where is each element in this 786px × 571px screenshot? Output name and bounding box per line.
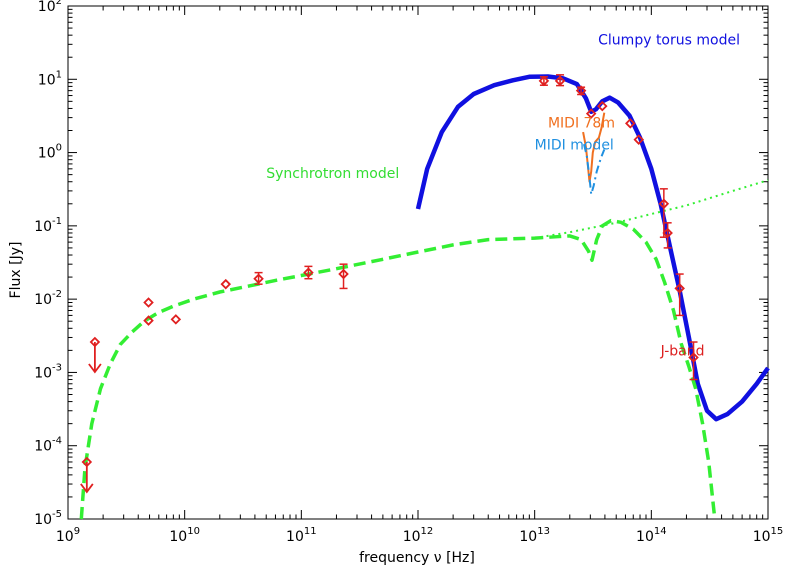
x-tick-label: 109 xyxy=(56,526,80,545)
data-point xyxy=(538,75,550,87)
series-line-dotted xyxy=(534,179,769,240)
upper-limit-arrowhead xyxy=(80,483,94,494)
annotation-label: J-band xyxy=(660,344,705,360)
data-point xyxy=(143,297,154,308)
annotation-label: MIDI 78m xyxy=(548,115,615,131)
data-point xyxy=(575,85,587,96)
axis-ticks xyxy=(67,5,769,520)
x-tick-label: 1013 xyxy=(519,526,550,545)
data-point xyxy=(338,268,349,280)
tick-labels: 109 1010 1011 1012 1013 1014 1015 10-5 10-4 10-3 1… xyxy=(34,0,783,545)
y-tick-label: 10-4 xyxy=(34,436,62,455)
y-tick-label: 10-5 xyxy=(34,509,62,528)
x-tick-label: 1014 xyxy=(636,526,667,545)
series-line-dashdot xyxy=(583,143,606,196)
annotation-label: Clumpy torus model xyxy=(598,32,740,48)
data-point xyxy=(220,278,232,290)
y-tick-label: 100 xyxy=(38,143,62,162)
data-point xyxy=(662,227,673,239)
plot-border xyxy=(67,5,769,520)
data-point xyxy=(143,315,154,326)
series-line-dashed xyxy=(79,218,717,520)
y-axis-label: Flux [Jy] xyxy=(8,242,24,299)
data-point xyxy=(170,314,182,325)
x-tick-label: 1015 xyxy=(753,526,784,545)
annotation-label: Synchrotron model xyxy=(266,166,399,182)
data-point xyxy=(688,352,699,363)
x-tick-label: 1010 xyxy=(169,526,200,545)
series xyxy=(79,74,770,520)
data-point xyxy=(253,273,264,284)
data-point xyxy=(633,134,645,145)
y-tick-label: 102 xyxy=(38,0,62,15)
data-point xyxy=(303,267,314,278)
y-tick-label: 10-1 xyxy=(34,216,62,235)
y-tick-label: 10-2 xyxy=(34,289,62,308)
y-tick-label: 101 xyxy=(38,69,62,88)
annotations: Clumpy torus model MIDI 78m MIDI model Sync… xyxy=(266,32,740,359)
data-point xyxy=(585,108,597,119)
y-tick-label: 10-3 xyxy=(34,362,62,381)
series-line-solid xyxy=(415,74,770,422)
x-tick-label: 1011 xyxy=(286,526,317,545)
series-line-solid xyxy=(582,112,606,183)
data-points xyxy=(80,74,699,494)
annotation-label: MIDI model xyxy=(535,138,614,154)
upper-limit-arrowhead xyxy=(88,363,102,374)
x-tick-label: 1012 xyxy=(403,526,434,545)
data-point xyxy=(597,100,608,112)
data-point xyxy=(625,118,636,129)
data-point xyxy=(674,283,685,294)
data-point xyxy=(554,75,566,87)
data-point xyxy=(658,198,670,210)
plot-frame xyxy=(67,5,769,520)
x-axis-label: frequency ν [Hz] xyxy=(359,550,475,566)
